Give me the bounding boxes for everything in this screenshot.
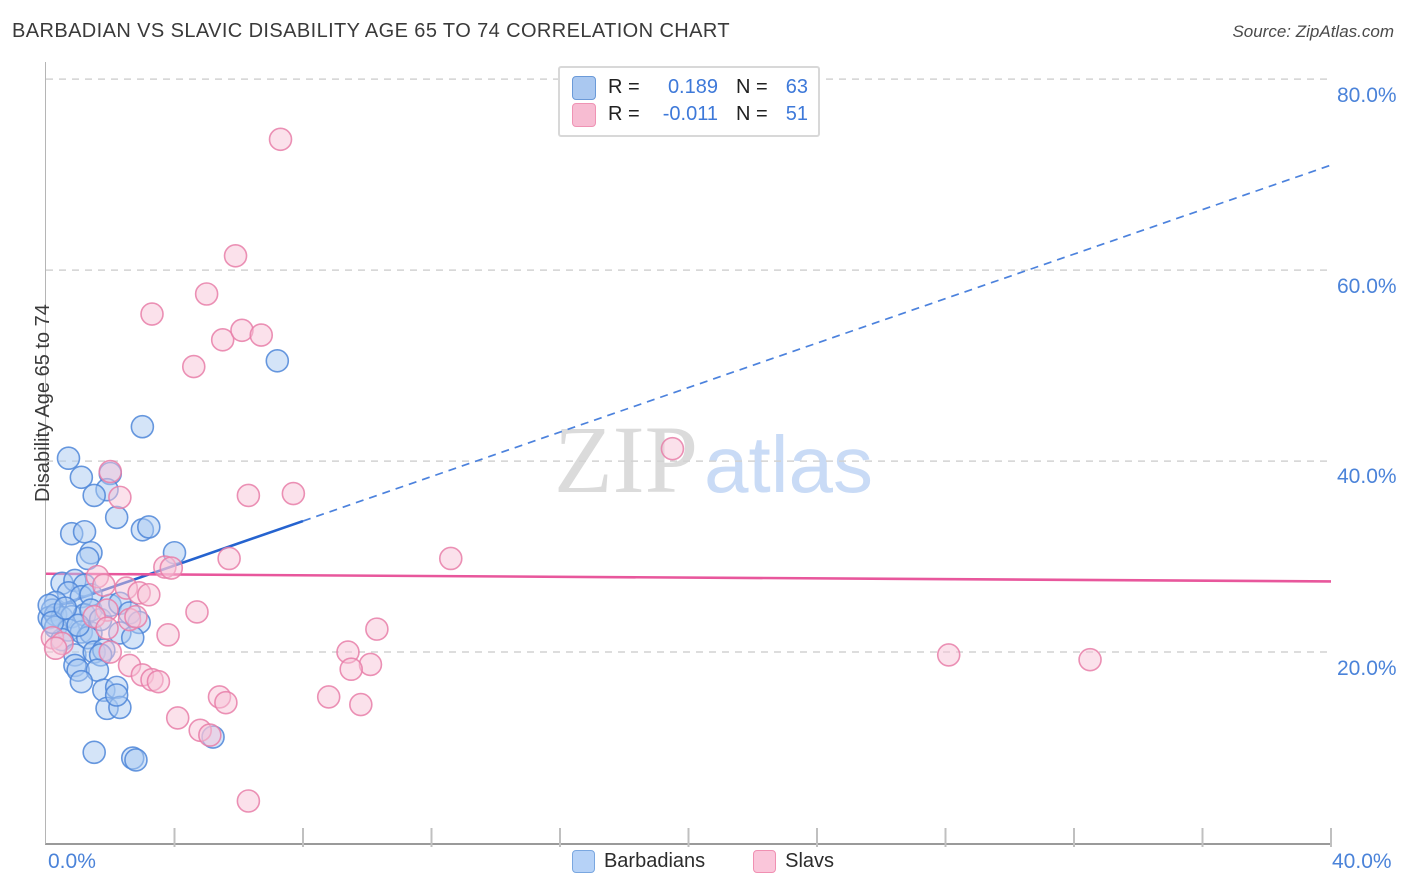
scatter-point-slav (43, 636, 68, 661)
legend-row-slavs: R = -0.011 N = 51 (572, 101, 808, 128)
scatter-point-slav (198, 723, 222, 747)
scatter-point-slav (146, 669, 171, 694)
y-tick-label-60: 60.0% (1337, 275, 1397, 298)
trend-line-slavs (45, 572, 1332, 583)
scatter-point-slav (159, 556, 184, 580)
scatter-point-slav (137, 582, 161, 607)
watermark-atlas-text: atlas (704, 420, 873, 509)
scatter-point-barbadian (69, 465, 94, 490)
scatter-point-barbadian (72, 519, 97, 544)
scatter-point-slav (165, 706, 190, 730)
y-tick-label-20: 20.0% (1337, 657, 1397, 680)
scatter-point-slav (268, 127, 293, 152)
scatter-point-slav (210, 328, 235, 352)
n-label: N = (736, 76, 768, 98)
r-label: R = (608, 103, 640, 125)
scatter-point-slav (223, 244, 248, 268)
trend-line-barbadians-dashed (302, 164, 1332, 522)
y-tick-label-40: 40.0% (1337, 465, 1397, 488)
barbadians-legend-swatch-icon (571, 850, 595, 873)
legend-item-barbadians: Barbadians (571, 850, 706, 873)
scatter-point-slav (185, 600, 209, 624)
scatter-point-barbadian (82, 740, 106, 765)
scatter-point-barbadian (75, 546, 100, 571)
scatter-point-slav (214, 690, 238, 715)
scatter-point-barbadian (82, 483, 106, 508)
n-value-slavs: 51 (785, 103, 808, 125)
scatter-point-barbadian (53, 596, 78, 620)
scatter-point-slav (230, 318, 254, 343)
scatter-point-slav (181, 354, 206, 379)
plot-area: ZIP atlas Disability Age 65 to 74 (32, 62, 1332, 847)
scatter-point-slav (365, 617, 389, 641)
scatter-point-barbadian (130, 414, 155, 439)
scatter-point-slav (124, 604, 148, 629)
scatter-point-slav (217, 546, 241, 571)
scatter-point-slav (236, 789, 261, 813)
barbadians-swatch-icon (572, 75, 596, 100)
scatter-point-slav (98, 640, 123, 664)
correlation-legend: R = 0.189 N = 63 R = -0.011 N = 51 (558, 66, 820, 137)
n-value-barbadians: 63 (785, 76, 808, 98)
scatter-point-slav (98, 459, 123, 484)
source-attribution[interactable]: Source: ZipAtlas.com (1232, 22, 1394, 41)
scatter-point-barbadian (137, 515, 161, 539)
scatter-point-slav (140, 302, 164, 326)
scatter-point-slav (349, 692, 373, 717)
scatter-point-slav (95, 616, 119, 640)
scatter-point-barbadian (56, 446, 81, 471)
scatter-chart-canvas (37, 78, 1332, 847)
legend-item-slavs: Slavs (753, 850, 834, 873)
scatter-point-barbadian (104, 505, 129, 530)
x-tick-label-40: 40.0% (1332, 850, 1392, 873)
scatter-point-slav (92, 573, 116, 598)
series-legend: Barbadians Slavs (0, 850, 1406, 873)
scatter-point-slav (316, 685, 341, 709)
n-label: N = (736, 103, 768, 125)
r-label: R = (608, 76, 640, 98)
scatter-point-slav (194, 282, 219, 306)
scatter-point-slav (339, 657, 363, 682)
scatter-point-slav (249, 323, 274, 347)
scatter-point-slav (236, 483, 261, 508)
scatter-point-slav (438, 546, 463, 571)
scatter-point-slav (108, 485, 132, 510)
scatter-point-barbadian (69, 669, 94, 694)
legend-row-barbadians: R = 0.189 N = 63 (572, 74, 808, 101)
scatter-point-slav (1078, 647, 1102, 672)
scatter-point-slav (936, 643, 961, 667)
scatter-point-barbadian (124, 748, 148, 772)
legend-item-label: Barbadians (603, 850, 706, 872)
scatter-point-slav (358, 652, 383, 677)
scatter-point-slav (156, 623, 180, 647)
scatter-point-slav (660, 436, 685, 461)
page-title: BARBADIAN VS SLAVIC DISABILITY AGE 65 TO… (12, 20, 730, 42)
x-tick-label-0: 0.0% (48, 850, 96, 873)
r-value-barbadians: 0.189 (667, 76, 718, 98)
legend-item-label: Slavs (785, 850, 835, 872)
scatter-point-barbadian (104, 683, 129, 707)
scatter-point-slav (281, 481, 306, 506)
slavs-legend-swatch-icon (753, 850, 777, 873)
slavs-swatch-icon (572, 102, 596, 127)
scatter-point-barbadian (265, 349, 290, 373)
r-value-slavs: -0.011 (662, 103, 718, 125)
y-tick-label-80: 80.0% (1337, 84, 1397, 107)
